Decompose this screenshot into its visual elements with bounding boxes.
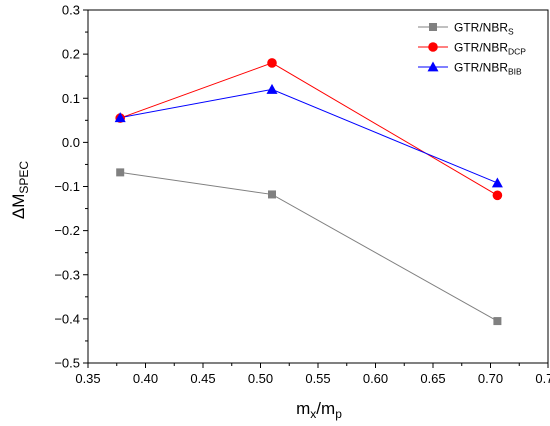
square-marker: [429, 23, 437, 31]
data-point-s: [268, 190, 276, 199]
y-axis-title-sub: SPEC: [17, 161, 31, 194]
x-tick-label: 0.70: [478, 371, 503, 386]
data-point-bib: [491, 177, 503, 188]
triangle-marker: [427, 61, 439, 72]
x-tick-label: 0.50: [248, 371, 273, 386]
data-point-bib: [114, 112, 126, 123]
x-tick-label: 0.45: [190, 371, 215, 386]
x-axis-title-sep: /m: [316, 399, 335, 418]
x-tick-label: 0.55: [305, 371, 330, 386]
legend-label-dcp: GTR/NBRDCP: [454, 41, 526, 57]
y-axis-title: ΔMSPEC: [9, 161, 31, 220]
x-tick-label: 0.65: [420, 371, 445, 386]
y-tick-label: 0.1: [62, 91, 80, 106]
series-line-s: [120, 171, 498, 322]
x-tick-label: 0.40: [133, 371, 158, 386]
plot-layer: [114, 58, 503, 326]
legend-label-s: GTR/NBRS: [454, 21, 514, 37]
x-tick-label: 0.75: [535, 371, 550, 386]
data-point-bib: [266, 83, 278, 94]
y-tick-label: 0.3: [62, 3, 80, 18]
y-tick-label: 0.2: [62, 47, 80, 62]
y-tick-label: 0.0: [62, 135, 80, 150]
data-point-s: [116, 168, 125, 177]
legend-label-bib: GTR/NBRBIB: [454, 61, 522, 77]
series-line-bib: [120, 88, 498, 184]
circle-marker: [428, 42, 438, 52]
x-axis-title-sub1: x: [310, 407, 316, 421]
x-axis-title: mx/mp: [296, 399, 342, 421]
y-tick-label: −0.2: [54, 223, 80, 238]
y-tick-label: −0.5: [54, 356, 80, 371]
data-point-dcp: [492, 190, 503, 201]
ticks-layer: 0.35 0.40 0.45 0.50 0.55 0.60 0.65 0.70 0.75 0.3 0…: [54, 3, 550, 387]
y-tick-label: −0.1: [54, 179, 80, 194]
data-point-s: [493, 317, 502, 326]
x-axis-title-main: m: [296, 399, 310, 418]
x-tick-label: 0.60: [363, 371, 388, 386]
data-point-dcp: [267, 58, 277, 68]
x-tick-label: 0.35: [75, 371, 100, 386]
y-tick-label: −0.3: [54, 267, 80, 282]
y-tick-label: −0.4: [54, 311, 80, 326]
x-axis-title-sub2: p: [335, 407, 342, 421]
y-axis-title-main: ΔM: [9, 194, 28, 220]
series-line-dcp: [120, 62, 498, 196]
legend: GTR/NBRS GTR/NBRDCP GTR/NBRBIB: [418, 21, 526, 77]
